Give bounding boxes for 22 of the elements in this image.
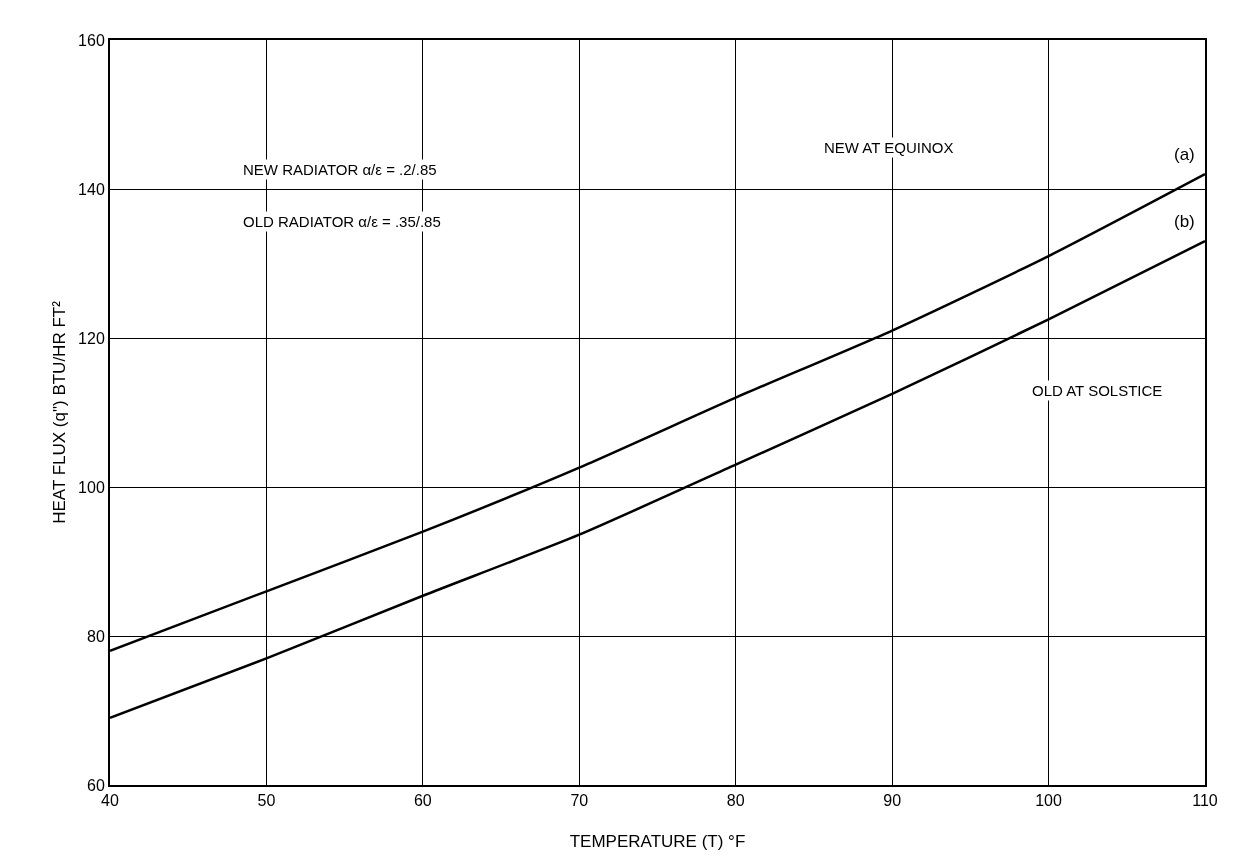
annotation: NEW AT EQUINOX <box>824 139 954 156</box>
x-tick-label: 80 <box>726 792 745 810</box>
x-tick-label: 40 <box>101 792 119 810</box>
y-tick-label: 60 <box>87 776 105 794</box>
y-axis-title: HEAT FLUX (q") BTU/HR FT² <box>50 300 69 524</box>
x-tick-label: 70 <box>570 792 589 810</box>
y-tick-label: 100 <box>78 478 105 496</box>
series-label: (a) <box>1174 145 1195 164</box>
x-axis-title: TEMPERATURE (T) °F <box>569 832 746 851</box>
x-tick-label: 60 <box>413 792 432 810</box>
x-tick-label: 50 <box>257 792 276 810</box>
x-tick-label: 100 <box>1035 792 1063 810</box>
y-tick-label: 160 <box>78 31 105 49</box>
annotation: OLD RADIATOR α/ε = .35/.85 <box>243 213 441 230</box>
annotation: OLD AT SOLSTICE <box>1032 382 1163 399</box>
y-tick-label: 140 <box>78 180 105 198</box>
annotation: NEW RADIATOR α/ε = .2/.85 <box>243 161 437 178</box>
y-tick-label: 120 <box>78 329 105 347</box>
series-label: (b) <box>1174 212 1195 231</box>
x-tick-label: 90 <box>883 792 902 810</box>
y-tick-label: 80 <box>87 627 105 645</box>
x-tick-label: 110 <box>1192 792 1218 810</box>
